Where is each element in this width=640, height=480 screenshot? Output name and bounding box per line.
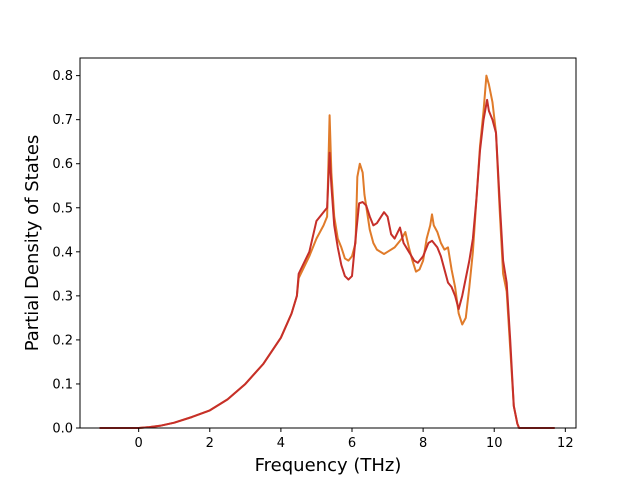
- x-tick-label: 2: [206, 436, 214, 451]
- y-tick-label: 0.4: [52, 245, 73, 260]
- x-tick-label: 0: [135, 436, 143, 451]
- y-tick-label: 0.1: [52, 377, 73, 392]
- x-axis-label: Frequency (THz): [255, 455, 402, 476]
- y-tick-label: 0.3: [52, 289, 73, 304]
- y-axis-ticks: 0.0 0.1 0.2 0.3 0.4 0.5 0.6 0.7 0.8: [52, 69, 80, 437]
- x-tick-label: 4: [277, 436, 285, 451]
- y-axis-label: Partial Density of States: [22, 135, 43, 352]
- series-line-2: [99, 98, 555, 429]
- x-axis-ticks: 0 2 4 6 8 10 12: [135, 428, 574, 451]
- x-tick-label: 8: [419, 436, 427, 451]
- y-tick-label: 0.6: [52, 157, 73, 172]
- x-tick-label: 6: [348, 436, 356, 451]
- y-tick-label: 0.2: [52, 333, 73, 348]
- y-tick-label: 0.8: [52, 69, 73, 84]
- plot-frame: [79, 57, 577, 429]
- y-tick-label: 0.5: [52, 201, 73, 216]
- y-tick-label: 0.0: [52, 422, 73, 437]
- x-tick-label: 12: [557, 436, 574, 451]
- series-layer: [99, 74, 555, 429]
- y-tick-label: 0.7: [52, 113, 73, 128]
- x-tick-label: 10: [486, 436, 503, 451]
